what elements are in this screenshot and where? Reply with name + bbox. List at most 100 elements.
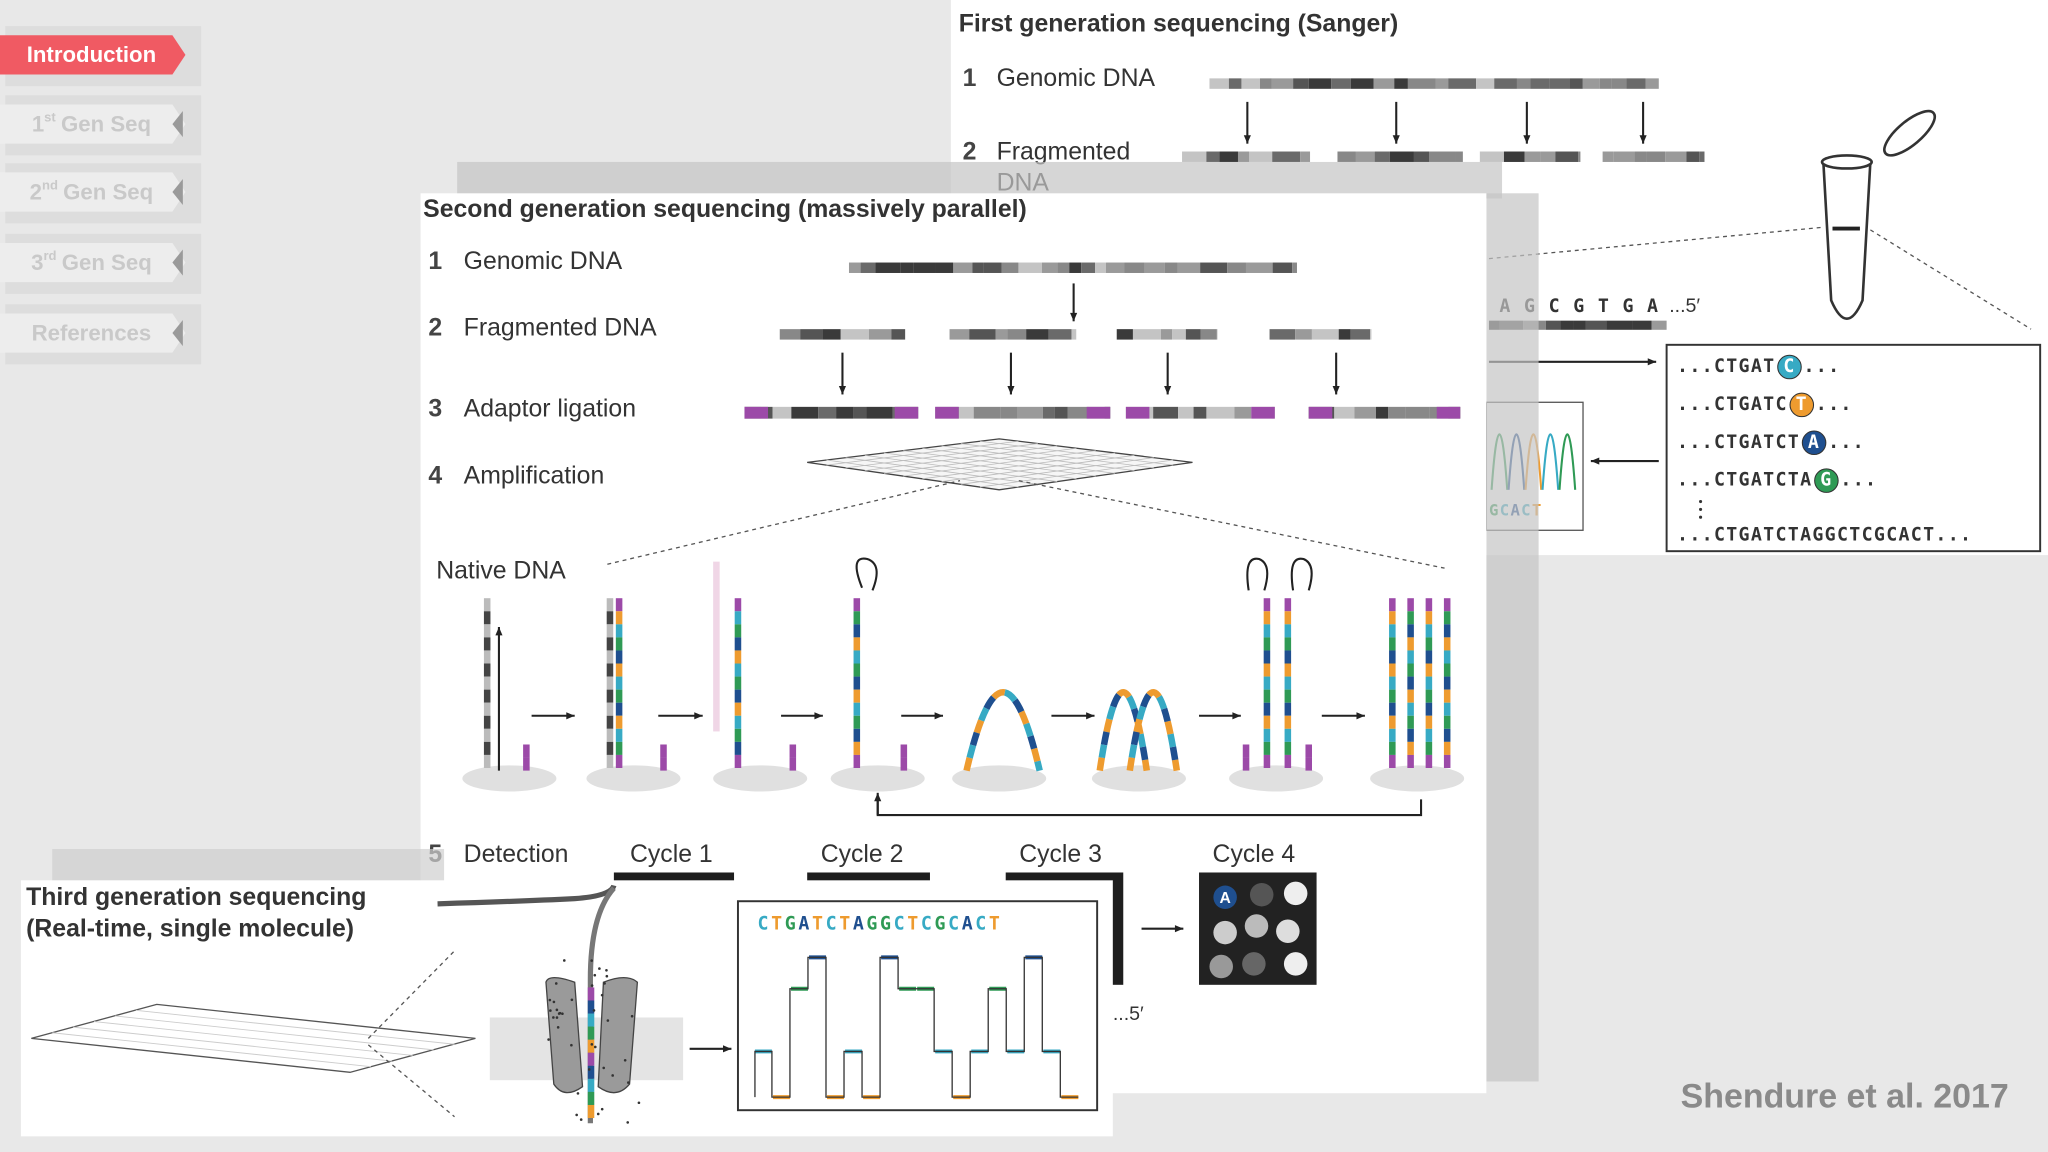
strand-seg: [734, 715, 742, 729]
flow-grid: [941, 445, 1135, 471]
chromatogram-peak: [1541, 433, 1560, 490]
dash: [1488, 226, 1824, 260]
template-seq: A G C G T G A: [1499, 296, 1659, 317]
strand-seg: [587, 987, 595, 1001]
nucleotide: [606, 1019, 610, 1022]
nav-label: 2nd Gen Seq: [30, 177, 154, 204]
bead: [1229, 765, 1324, 792]
dna-segment: [1272, 262, 1293, 273]
nav-item[interactable]: Introduction: [0, 26, 202, 87]
nav-tab: [0, 313, 186, 353]
strand-seg: [1389, 728, 1396, 742]
dna-segment: [1206, 406, 1235, 419]
strand-seg: [734, 728, 742, 742]
strand-seg: [523, 757, 530, 771]
strand-seg: [615, 702, 623, 716]
strand-seg: [1407, 715, 1414, 729]
strand-seg: [853, 741, 861, 755]
dna-segment: [1241, 78, 1260, 89]
reads-box: [1665, 343, 2042, 553]
nucleotide: [598, 967, 601, 970]
strand-seg: [1443, 754, 1451, 768]
nucleotide: [547, 1038, 550, 1041]
loop-arrow: [1290, 557, 1313, 591]
dna-segment: [1599, 78, 1612, 89]
bridge: [1126, 688, 1181, 772]
nav-item[interactable]: 2nd Gen Seq: [0, 163, 202, 224]
arrow-head: [694, 712, 703, 720]
strand-seg: [483, 650, 491, 664]
nav-item[interactable]: 1st Gen Seq: [0, 95, 202, 156]
nucleotide: [587, 1068, 591, 1071]
membrane: [489, 1017, 684, 1081]
step-number: 1: [963, 65, 977, 92]
bridge: [1126, 688, 1181, 772]
base-dot: [1801, 430, 1827, 456]
dna-segment: [1116, 329, 1133, 340]
nav-item[interactable]: References: [0, 304, 202, 365]
flow-grid: [903, 450, 1096, 477]
strand-seg: [853, 728, 861, 742]
dna-segment: [836, 406, 854, 419]
strand-seg: [483, 702, 491, 716]
dna-segment: [1350, 329, 1371, 340]
strand-seg: [734, 754, 742, 768]
strand-seg: [1407, 598, 1414, 612]
read-line: ...CTGAT C...: [1677, 356, 1840, 377]
strand-seg: [483, 663, 491, 677]
step-number: 2: [428, 315, 442, 342]
nucleotide: [603, 982, 606, 985]
dna-segment: [1153, 406, 1179, 419]
ellipsis-dot: [1699, 507, 1703, 511]
trace: [754, 956, 1079, 1098]
adaptor: [1086, 406, 1111, 419]
nav-label: 1st Gen Seq: [32, 109, 151, 136]
nucleotide: [627, 1081, 630, 1084]
dna-segment: [1611, 78, 1627, 89]
strand-seg: [606, 702, 614, 716]
read-base: C: [1783, 356, 1795, 377]
nucleotide: [600, 993, 604, 997]
panel-shadow: [457, 161, 1503, 199]
strand-seg: [1263, 754, 1271, 768]
arrow-head: [838, 386, 847, 395]
step-label: Genomic DNA: [464, 248, 623, 275]
nav-prefix: 2: [30, 179, 42, 204]
dna-segment: [1582, 78, 1600, 89]
strand-seg: [606, 754, 614, 768]
nav-item[interactable]: 3rd Gen Seq: [0, 233, 202, 294]
dna-segment: [949, 329, 970, 340]
strand-seg: [1263, 624, 1271, 638]
strand-seg: [1263, 676, 1271, 690]
cycle-label: Cycle 1: [630, 841, 713, 868]
strand-seg: [587, 1013, 595, 1027]
dna-segment: [969, 329, 996, 340]
strand-seg: [900, 744, 908, 758]
cluster: [1209, 954, 1233, 979]
dna-segment: [1308, 78, 1332, 89]
dna-segment: [1389, 151, 1414, 162]
dna-segment: [1219, 151, 1238, 162]
read-suffix: ...: [1840, 470, 1877, 491]
strand-seg: [1443, 611, 1451, 625]
nucleotide: [637, 1101, 641, 1105]
dna-segment: [1375, 406, 1389, 419]
dna-segment: [1435, 78, 1449, 89]
arrow-head: [1174, 925, 1184, 933]
strand-seg: [1305, 744, 1312, 758]
strand-seg: [1407, 702, 1414, 716]
base-dot: [1814, 468, 1839, 493]
dna-segment: [1227, 262, 1246, 273]
nav-notch: [172, 111, 183, 138]
cycle-label: Cycle 3: [1019, 841, 1102, 868]
strand-seg: [483, 637, 491, 651]
dna-segment: [1337, 151, 1356, 162]
dna-segment: [1026, 329, 1049, 340]
strand-seg: [483, 754, 491, 768]
nav-text: Gen Seq: [62, 250, 152, 275]
dna-segment: [953, 262, 973, 273]
tube-rim: [1820, 154, 1873, 170]
dna-segment: [1373, 78, 1395, 89]
strand-seg: [1284, 637, 1292, 651]
nucleotide: [593, 1045, 597, 1049]
